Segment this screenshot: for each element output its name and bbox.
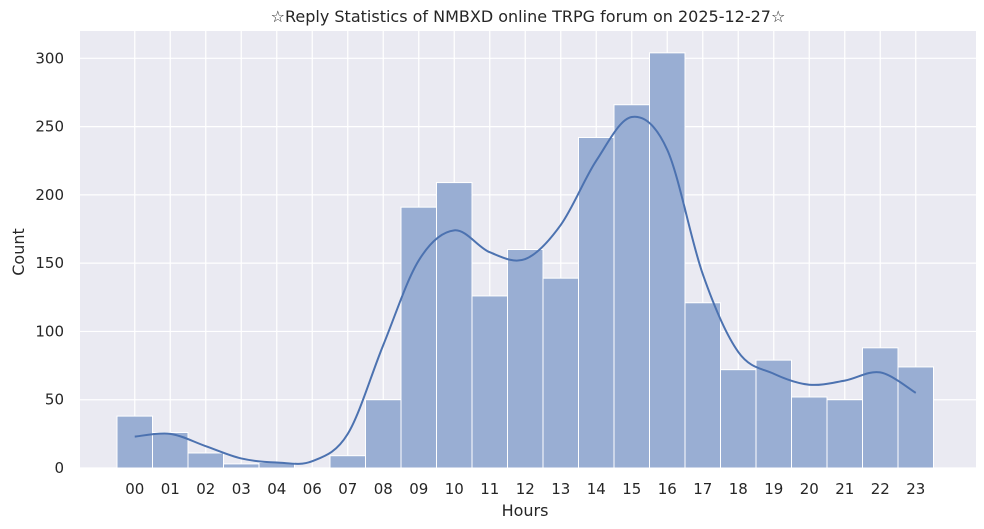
y-tick-label: 50 xyxy=(45,391,64,409)
bar-11 xyxy=(471,295,508,469)
x-tick-label: 04 xyxy=(267,480,286,498)
x-tick-label: 22 xyxy=(871,480,890,498)
x-tick-label: 13 xyxy=(551,480,570,498)
x-tick-label: 16 xyxy=(658,480,677,498)
x-tick-label: 11 xyxy=(480,480,499,498)
y-tick-labels: 0 50 100 150 200 250 300 xyxy=(35,49,64,477)
y-tick-label: 100 xyxy=(35,322,64,340)
x-tick-label: 19 xyxy=(764,480,783,498)
bar-20 xyxy=(791,396,828,469)
bar-15 xyxy=(613,104,650,469)
x-tick-label: 07 xyxy=(338,480,357,498)
x-tick-label: 23 xyxy=(906,480,925,498)
x-tick-label: 08 xyxy=(374,480,393,498)
bar-12 xyxy=(507,249,544,469)
x-tick-label: 01 xyxy=(161,480,180,498)
bar-16 xyxy=(649,52,686,469)
bar-17 xyxy=(684,302,721,469)
x-tick-labels: 00 01 02 03 04 06 07 08 09 10 11 12 13 14 15 16 17 18 19 20… xyxy=(125,480,925,498)
bar-01 xyxy=(152,431,189,469)
bar-22 xyxy=(862,347,899,469)
x-tick-label: 06 xyxy=(303,480,322,498)
bar-21 xyxy=(826,399,863,469)
bar-02 xyxy=(187,452,224,469)
bar-10 xyxy=(436,182,473,469)
x-tick-label: 03 xyxy=(232,480,251,498)
y-tick-label: 300 xyxy=(35,49,64,67)
y-tick-label: 200 xyxy=(35,186,64,204)
bars xyxy=(116,52,934,469)
x-tick-label: 02 xyxy=(196,480,215,498)
bar-03 xyxy=(223,463,260,469)
x-tick-label: 15 xyxy=(622,480,641,498)
bar-23 xyxy=(897,366,934,469)
bar-14 xyxy=(578,137,615,469)
x-tick-label: 09 xyxy=(409,480,428,498)
x-tick-label: 12 xyxy=(516,480,535,498)
x-tick-label: 10 xyxy=(445,480,464,498)
y-tick-label: 0 xyxy=(54,459,64,477)
bar-09 xyxy=(400,206,437,469)
x-tick-label: 14 xyxy=(587,480,606,498)
x-tick-label: 21 xyxy=(835,480,854,498)
y-axis-label: Count xyxy=(9,228,28,276)
bar-19 xyxy=(755,359,792,469)
bar-08 xyxy=(365,399,402,469)
x-tick-label: 20 xyxy=(800,480,819,498)
x-tick-label: 18 xyxy=(729,480,748,498)
y-tick-label: 250 xyxy=(35,118,64,136)
x-tick-label: 00 xyxy=(125,480,144,498)
kde-curve xyxy=(134,115,917,465)
x-axis-label: Hours xyxy=(502,501,549,520)
bar-13 xyxy=(542,277,579,469)
bar-07 xyxy=(329,455,366,469)
bar-00 xyxy=(116,415,153,469)
bar-18 xyxy=(720,369,757,469)
x-tick-label: 17 xyxy=(693,480,712,498)
y-tick-label: 150 xyxy=(35,254,64,272)
chart-title: ☆Reply Statistics of NMBXD online TRPG f… xyxy=(271,7,786,26)
